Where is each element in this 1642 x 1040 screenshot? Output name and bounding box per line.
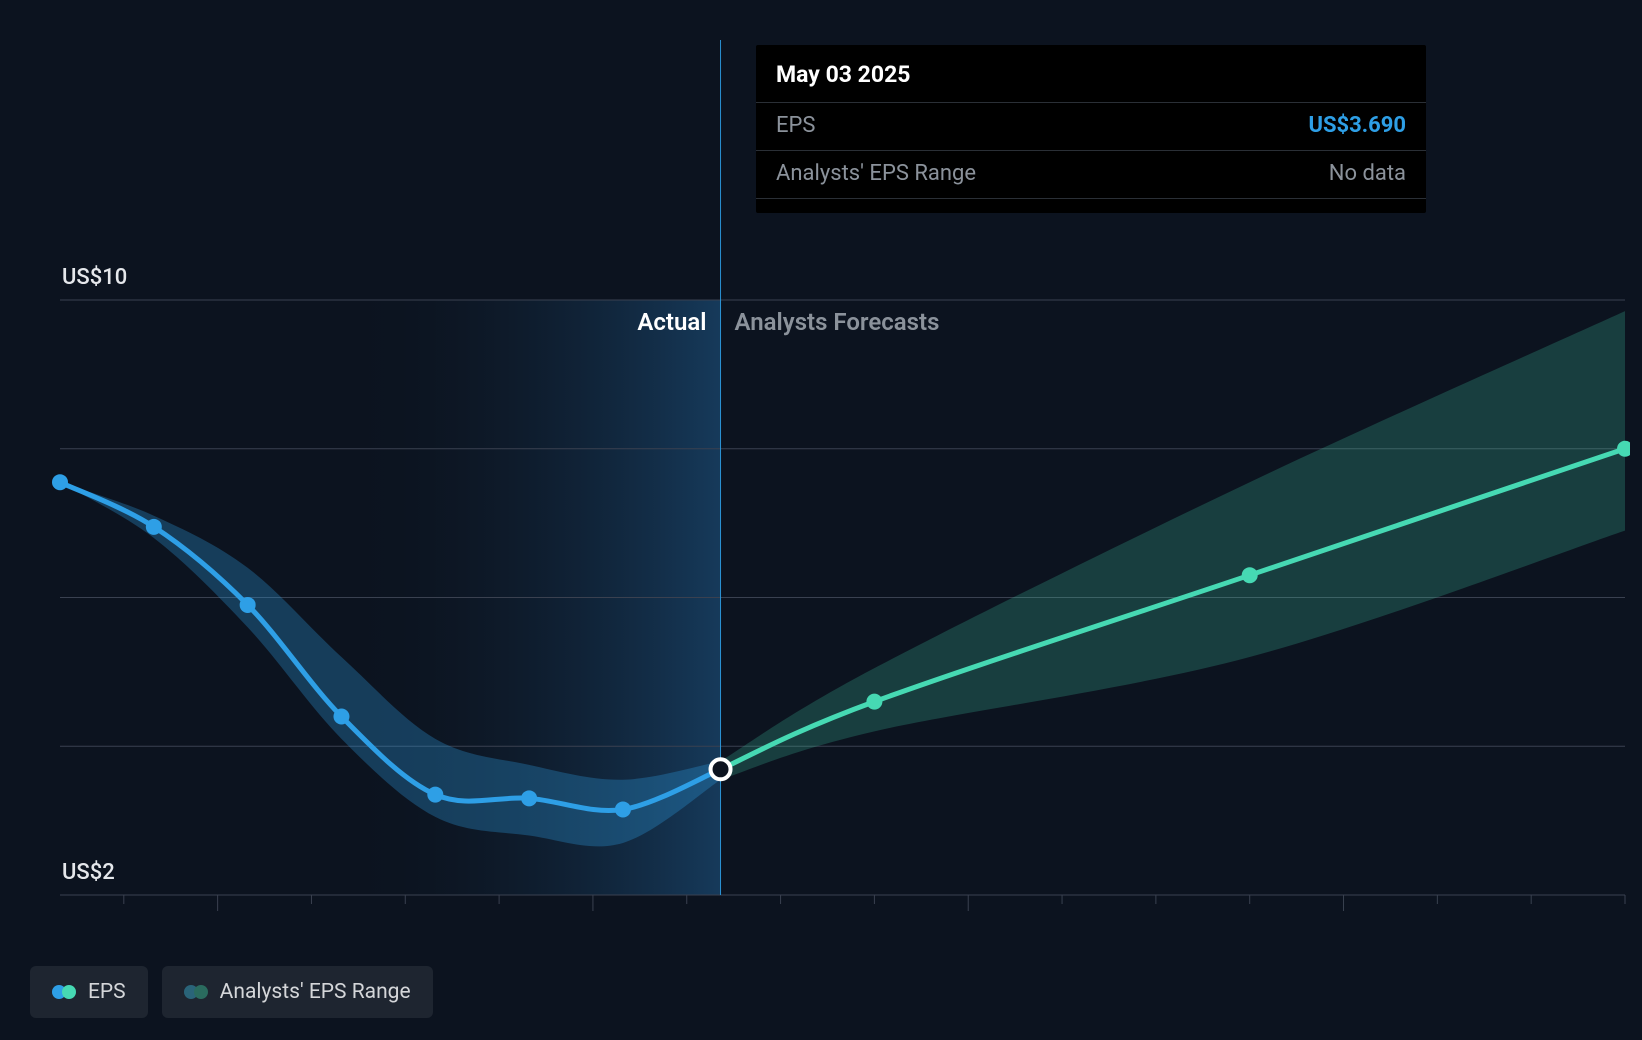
svg-text:Actual: Actual (637, 308, 706, 336)
legend-label: Analysts' EPS Range (220, 980, 411, 1004)
legend-item-eps[interactable]: EPS (30, 966, 148, 1018)
chart-tooltip: May 03 2025 EPSUS$3.690Analysts' EPS Ran… (756, 45, 1426, 213)
legend-label: EPS (88, 980, 126, 1004)
tooltip-row: Analysts' EPS RangeNo data (756, 150, 1426, 199)
chart-legend: EPS Analysts' EPS Range (30, 966, 433, 1018)
svg-text:2025: 2025 (568, 918, 617, 920)
svg-text:2026: 2026 (943, 918, 992, 920)
svg-text:US$2: US$2 (62, 860, 115, 885)
tooltip-title: May 03 2025 (756, 45, 1426, 102)
svg-text:Analysts Forecasts: Analysts Forecasts (735, 308, 940, 336)
legend-item-eps-range[interactable]: Analysts' EPS Range (162, 966, 433, 1018)
tooltip-row: EPSUS$3.690 (756, 102, 1426, 150)
svg-text:2024: 2024 (193, 918, 242, 920)
svg-text:US$10: US$10 (62, 265, 127, 290)
svg-text:2027: 2027 (1319, 918, 1368, 920)
